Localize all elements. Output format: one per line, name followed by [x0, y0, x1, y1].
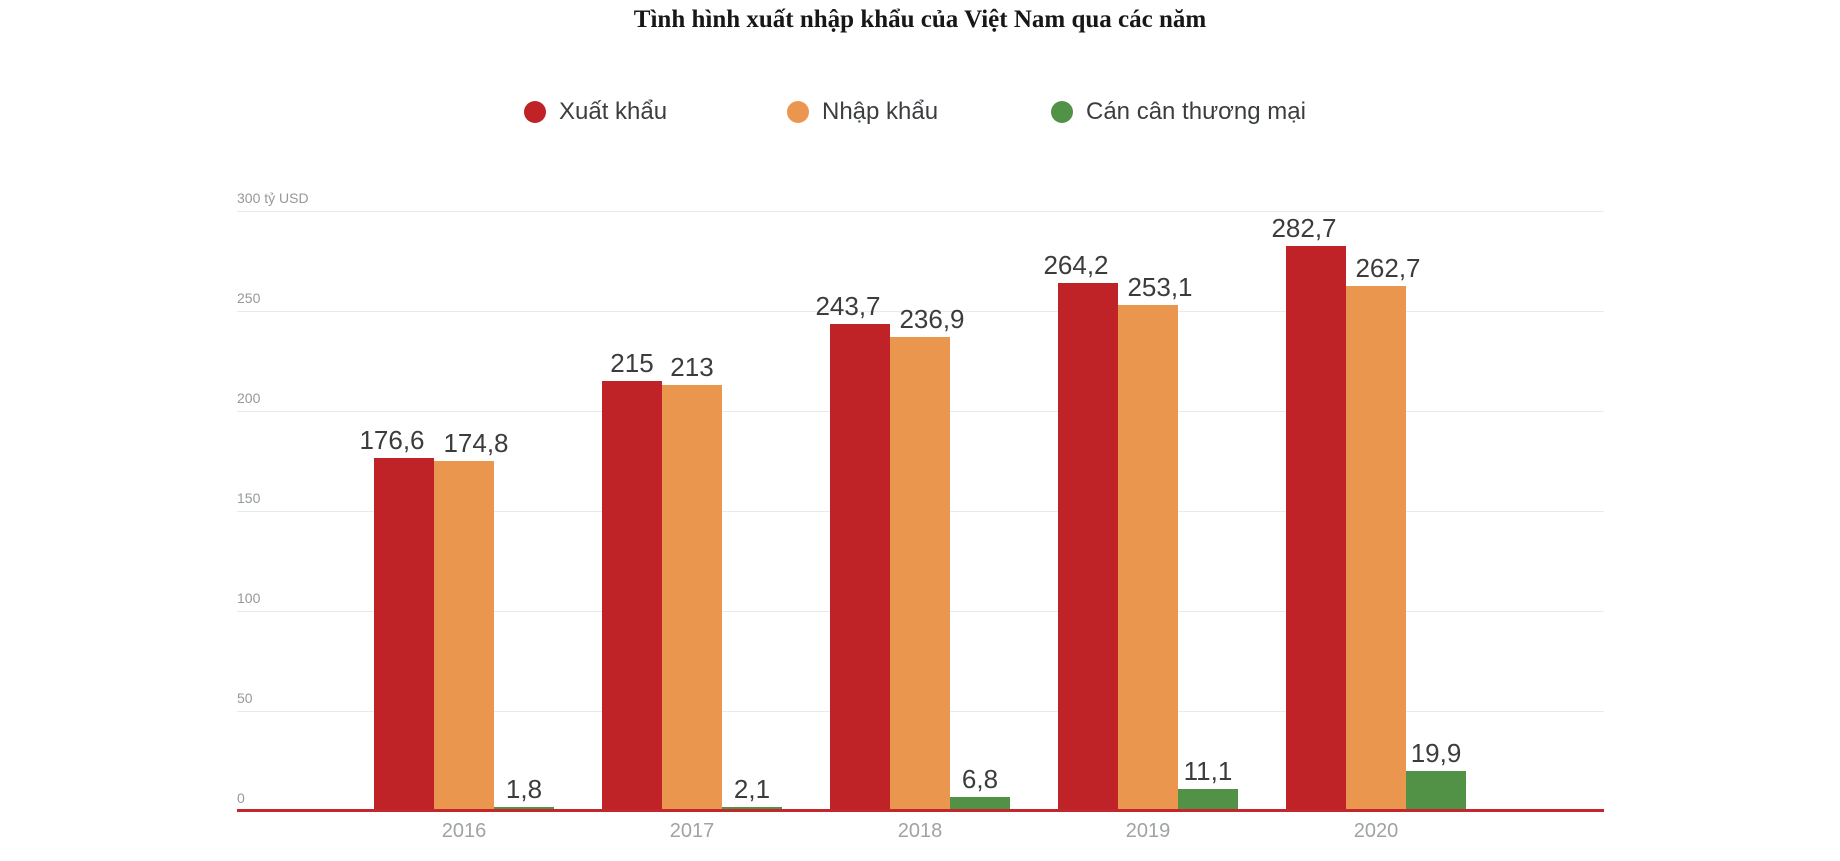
y-axis-tick-label-50: 50 — [237, 690, 253, 706]
legend-dot-orange-icon — [787, 101, 809, 123]
bar-2018-nhap-khau[interactable] — [890, 337, 950, 811]
bar-value-label-2018: 236,9 — [899, 304, 965, 335]
bar-value-label-2020: 282,7 — [1271, 212, 1337, 243]
y-axis-tick-label-0: 0 — [237, 790, 245, 806]
bar-2019-nhap-khau[interactable] — [1118, 304, 1178, 811]
bar-2020-can-can[interactable] — [1406, 771, 1466, 811]
bar-value-label-2019: 253,1 — [1127, 271, 1193, 302]
bar-2018-xuat-khau[interactable] — [830, 323, 890, 811]
gridline-250 — [237, 311, 1604, 312]
bar-2016-xuat-khau[interactable] — [374, 457, 434, 811]
y-axis-tick-label-300: 300 tỷ USD — [237, 190, 309, 206]
bar-2019-xuat-khau[interactable] — [1058, 282, 1118, 811]
bar-value-label-2017: 2,1 — [733, 773, 771, 804]
bar-value-label-2018: 243,7 — [815, 290, 881, 321]
legend-label: Cán cân thương mại — [1086, 98, 1306, 125]
x-axis-label-2020: 2020 — [1353, 820, 1399, 842]
x-axis-label-2018: 2018 — [897, 820, 943, 842]
bar-value-label-2019: 264,2 — [1043, 249, 1109, 280]
y-axis-tick-label-250: 250 — [237, 290, 261, 306]
legend-label: Xuất khẩu — [559, 98, 668, 125]
x-axis-line — [237, 809, 1604, 812]
bar-value-label-2016: 1,8 — [505, 774, 543, 805]
chart-title: Tình hình xuất nhập khẩu của Việt Nam qu… — [633, 6, 1207, 33]
x-axis-label-2016: 2016 — [441, 820, 487, 842]
bar-value-label-2020: 19,9 — [1410, 738, 1462, 769]
legend-item-nhap-khau[interactable]: Nhập khẩu — [787, 97, 938, 127]
bar-2019-can-can[interactable] — [1178, 788, 1238, 811]
y-axis-tick-label-150: 150 — [237, 490, 261, 506]
gridline-300 — [237, 211, 1604, 212]
bar-value-label-2019: 11,1 — [1183, 755, 1233, 786]
legend-item-can-can-thuong-mai[interactable]: Cán cân thương mại — [1051, 97, 1306, 127]
bar-value-label-2020: 262,7 — [1355, 252, 1421, 283]
bar-2016-nhap-khau[interactable] — [434, 461, 494, 811]
bar-2017-can-can[interactable] — [722, 806, 782, 811]
bar-value-label-2017: 215 — [610, 348, 654, 378]
legend-dot-red-icon — [524, 101, 546, 123]
legend-label: Nhập khẩu — [822, 98, 939, 125]
bar-value-label-2016: 176,6 — [359, 424, 425, 455]
x-axis-label-2017: 2017 — [669, 820, 715, 842]
bar-2020-xuat-khau[interactable] — [1286, 245, 1346, 811]
bar-value-label-2017: 213 — [670, 352, 714, 382]
legend-item-xuat-khau[interactable]: Xuất khẩu — [524, 97, 667, 127]
y-axis-tick-label-100: 100 — [237, 590, 261, 606]
bar-2018-can-can[interactable] — [950, 797, 1010, 811]
bar-2017-xuat-khau[interactable] — [602, 381, 662, 811]
legend-dot-green-icon — [1051, 101, 1073, 123]
bar-value-label-2016: 174,8 — [443, 428, 509, 459]
y-axis-tick-label-200: 200 — [237, 390, 261, 406]
bar-value-label-2018: 6,8 — [961, 764, 999, 795]
bar-2020-nhap-khau[interactable] — [1346, 285, 1406, 811]
x-axis-label-2019: 2019 — [1125, 820, 1171, 842]
bar-2017-nhap-khau[interactable] — [662, 385, 722, 811]
